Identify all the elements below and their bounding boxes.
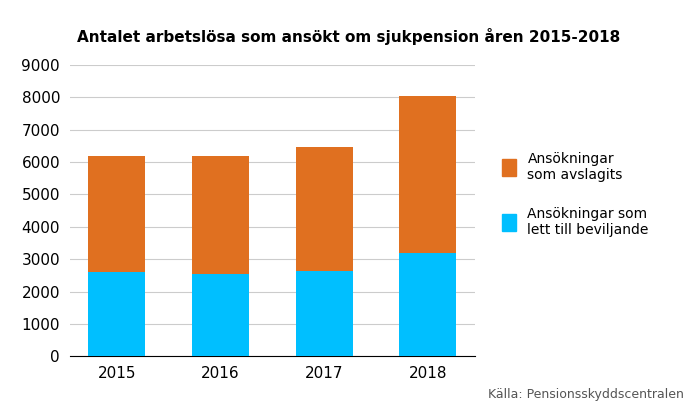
Bar — [399, 253, 456, 356]
Bar — [192, 156, 249, 274]
Text: Källa: Pensionsskyddscentralen: Källa: Pensionsskyddscentralen — [488, 388, 684, 401]
Bar — [399, 96, 456, 253]
Text: Antalet arbetslösa som ansökt om sjukpension åren 2015-2018: Antalet arbetslösa som ansökt om sjukpen… — [77, 28, 621, 45]
Legend: Ansökningar
som avslagits, Ansökningar som
lett till beviljande: Ansökningar som avslagits, Ansökningar s… — [496, 145, 656, 244]
Bar — [192, 274, 249, 356]
Bar — [295, 147, 352, 271]
Bar — [88, 272, 145, 356]
Bar — [88, 156, 145, 272]
Bar — [295, 271, 352, 356]
